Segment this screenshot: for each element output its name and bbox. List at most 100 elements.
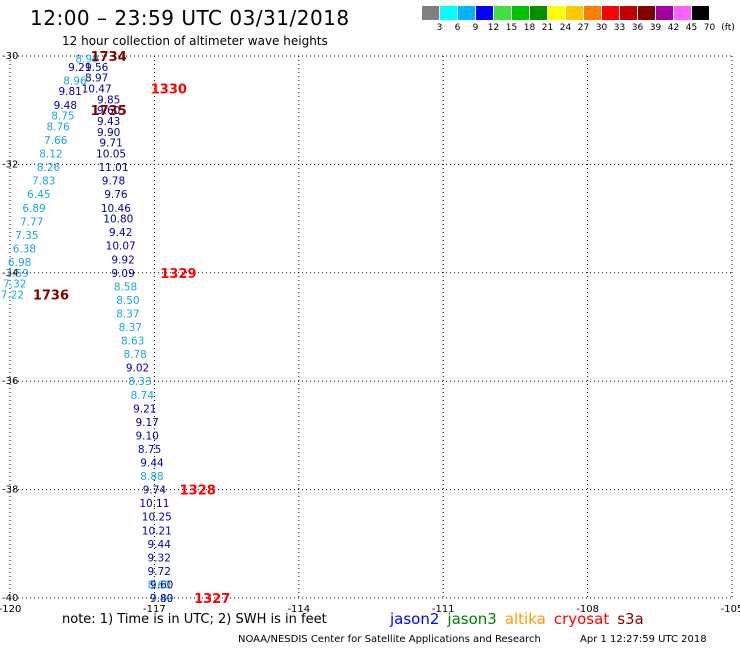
legend-unit: (ft)	[721, 23, 735, 33]
axis-tick-labels: -120-117-114-111-108-105-30-32-34-36-38-…	[0, 51, 740, 615]
credit-line: NOAA/NESDIS Center for Satellite Applica…	[238, 634, 541, 645]
pass-time-label: 1735	[91, 104, 127, 119]
latitude-tick-label: -38	[2, 485, 18, 496]
pass-time-labels: 1734 1330 1735 1329 1736 1328 1327	[33, 50, 230, 607]
legend-label: 21	[541, 23, 554, 33]
pass-time-label: 1328	[180, 484, 216, 499]
wave-height-value: 7.32	[3, 279, 26, 291]
mission-name: cryosat	[553, 610, 610, 628]
wave-height-value: 9.80	[150, 593, 173, 605]
legend-swatch	[422, 6, 439, 20]
wave-height-value: 9.72	[148, 566, 171, 578]
legend-swatch	[494, 6, 511, 20]
wave-height-value: 8.90	[75, 54, 98, 66]
wave-height-value: 7.22	[1, 289, 24, 301]
legend-label: 42	[667, 23, 680, 33]
wave-height-value: 7.83	[32, 176, 55, 188]
wave-height-value: 9.44	[148, 539, 172, 551]
wave-height-value: 9.56	[85, 62, 109, 74]
latitude-tick-label: -34	[2, 268, 18, 279]
legend-label: 24	[559, 23, 572, 33]
wave-height-value: 10.80	[103, 214, 133, 226]
legend-swatch	[566, 6, 583, 20]
longitude-tick-label: -120	[0, 604, 21, 615]
legend-label: 70	[703, 23, 716, 33]
legend-label: 12	[487, 23, 500, 33]
wave-height-value: 8.63	[121, 336, 144, 348]
legend-label: 9	[472, 23, 479, 33]
units-note: note: 1) Time is in UTC; 2) SWH is in fe…	[62, 612, 327, 627]
legend-swatch	[692, 6, 709, 20]
generated-timestamp: Apr 1 12:27:59 UTC 2018	[580, 634, 707, 645]
wave-height-value: 10.46	[101, 203, 131, 215]
wave-height-value: 8.78	[123, 349, 146, 361]
wave-height-value: 9.44	[140, 458, 164, 470]
wave-height-value: 8.58	[114, 281, 137, 293]
wave-height-value: 7.35	[15, 230, 38, 242]
wave-height-value: 8.60	[148, 579, 171, 591]
wave-height-value: 9.85	[97, 94, 120, 106]
legend-label: 33	[613, 23, 626, 33]
legend-swatch	[584, 6, 601, 20]
map-subtitle: 12 hour collection of altimeter wave hei…	[62, 34, 328, 48]
legend-label: 6	[454, 23, 461, 33]
legend-swatch	[674, 6, 691, 20]
wave-height-value: 7.49	[150, 593, 173, 605]
legend-swatch	[530, 6, 547, 20]
wave-height-value: 9.92	[111, 254, 134, 266]
wave-height-value: 8.12	[39, 149, 62, 161]
map-title: 12:00 – 23:59 UTC 03/31/2018	[30, 6, 350, 30]
pass-time-label: 1327	[194, 592, 230, 607]
latitude-tick-label: -30	[2, 51, 18, 62]
longitude-tick-label: -105	[721, 604, 740, 615]
wave-height-value: 8.96	[63, 75, 87, 87]
wave-height-value: 8.37	[116, 308, 139, 320]
legend-swatch	[602, 6, 619, 20]
wave-height-value: 7.59	[6, 268, 29, 280]
wave-height-value: 10.05	[96, 149, 126, 161]
wave-height-value: 9.32	[148, 552, 171, 564]
wave-height-value: 9.17	[135, 417, 158, 429]
wave-height-value: 8.76	[46, 121, 70, 133]
lat-lon-grid	[9, 55, 733, 599]
wave-height-value: 8.97	[85, 73, 108, 85]
wave-height-value: 8.37	[119, 322, 142, 334]
wave-height-value: 9.60	[150, 579, 173, 591]
wave-height-value: 7.77	[20, 216, 43, 228]
pass-time-label: 1734	[91, 50, 127, 65]
latitude-tick-label: -40	[2, 593, 18, 604]
legend-label: 27	[577, 23, 590, 33]
legend-swatch	[476, 6, 493, 20]
wave-height-value: 6.98	[8, 257, 31, 269]
wave-height-value: 6.45	[27, 189, 50, 201]
wave-height-value: 8.75	[138, 444, 161, 456]
wave-height-value: 6.38	[13, 243, 36, 255]
legend-swatch	[440, 6, 457, 20]
wave-height-value: 8.74	[131, 390, 155, 402]
wave-height-value: 8.75	[51, 111, 74, 123]
wave-height-values: 8.908.968.758.767.668.128.267.836.456.89…	[1, 54, 174, 605]
legend-swatch	[512, 6, 529, 20]
legend-label: 30	[595, 23, 608, 33]
wave-height-value: 9.48	[54, 100, 77, 112]
mission-name: altika	[504, 610, 546, 628]
wave-height-value: 10.47	[82, 84, 112, 96]
legend-swatch	[458, 6, 475, 20]
legend-label: 36	[631, 23, 644, 33]
wave-height-value: 9.21	[68, 62, 91, 74]
wave-height-value: 9.43	[97, 116, 120, 128]
wave-height-value: 10.21	[142, 525, 172, 537]
wave-height-value: 9.21	[133, 403, 156, 415]
legend-swatch	[656, 6, 673, 20]
wave-height-value: 10.07	[106, 241, 136, 253]
wave-height-value: 9.09	[111, 268, 134, 280]
wave-height-value: 9.81	[58, 86, 81, 98]
legend-label: 15	[505, 23, 518, 33]
wave-height-value: 10.11	[139, 498, 169, 510]
pass-time-label: 1329	[160, 267, 196, 282]
wave-height-value: 9.71	[99, 138, 122, 150]
wave-height-value: 8.50	[116, 295, 139, 307]
legend-label: 39	[649, 23, 662, 33]
wave-height-value: 9.42	[109, 227, 132, 239]
